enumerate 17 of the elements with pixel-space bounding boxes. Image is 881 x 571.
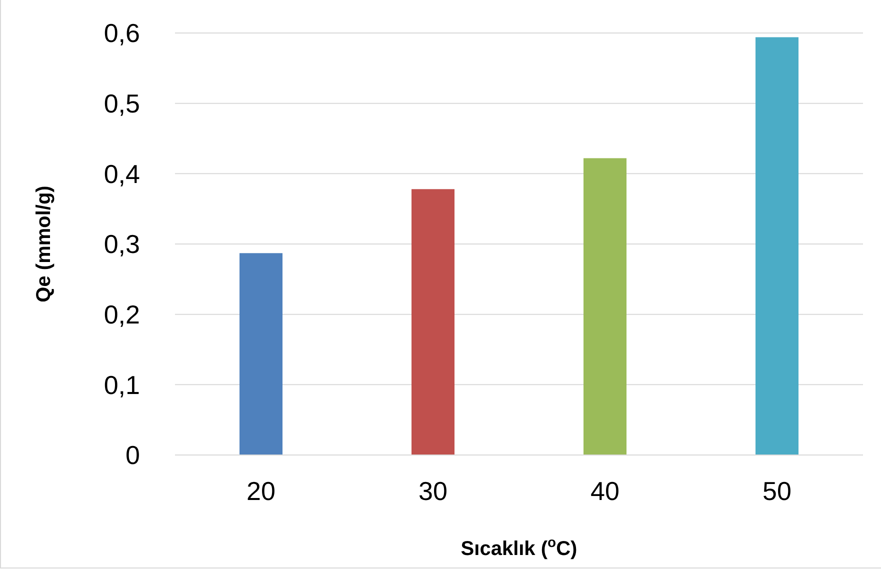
x-tick-label: 40: [590, 476, 620, 506]
y-tick-label: 0,2: [104, 299, 140, 330]
y-tick-label: 0: [126, 440, 140, 470]
x-tick-label: 30: [418, 476, 448, 506]
y-tick-label: 0,3: [104, 229, 140, 260]
y-axis-title: Qe (mmol/g): [33, 186, 55, 302]
bar: [756, 37, 798, 455]
x-axis-title: Sıcaklık ($^{o}$C): [460, 534, 578, 560]
bar: [584, 158, 626, 455]
x-tick-label: 50: [762, 476, 792, 506]
y-tick-label: 0,5: [104, 88, 140, 118]
y-tick-label: 0,1: [104, 370, 140, 400]
bar: [412, 189, 454, 455]
y-tick-label: 0,4: [104, 158, 140, 189]
bar: [240, 253, 282, 455]
x-tick-label: 20: [246, 476, 276, 506]
y-tick-label: 0,6: [104, 18, 140, 48]
